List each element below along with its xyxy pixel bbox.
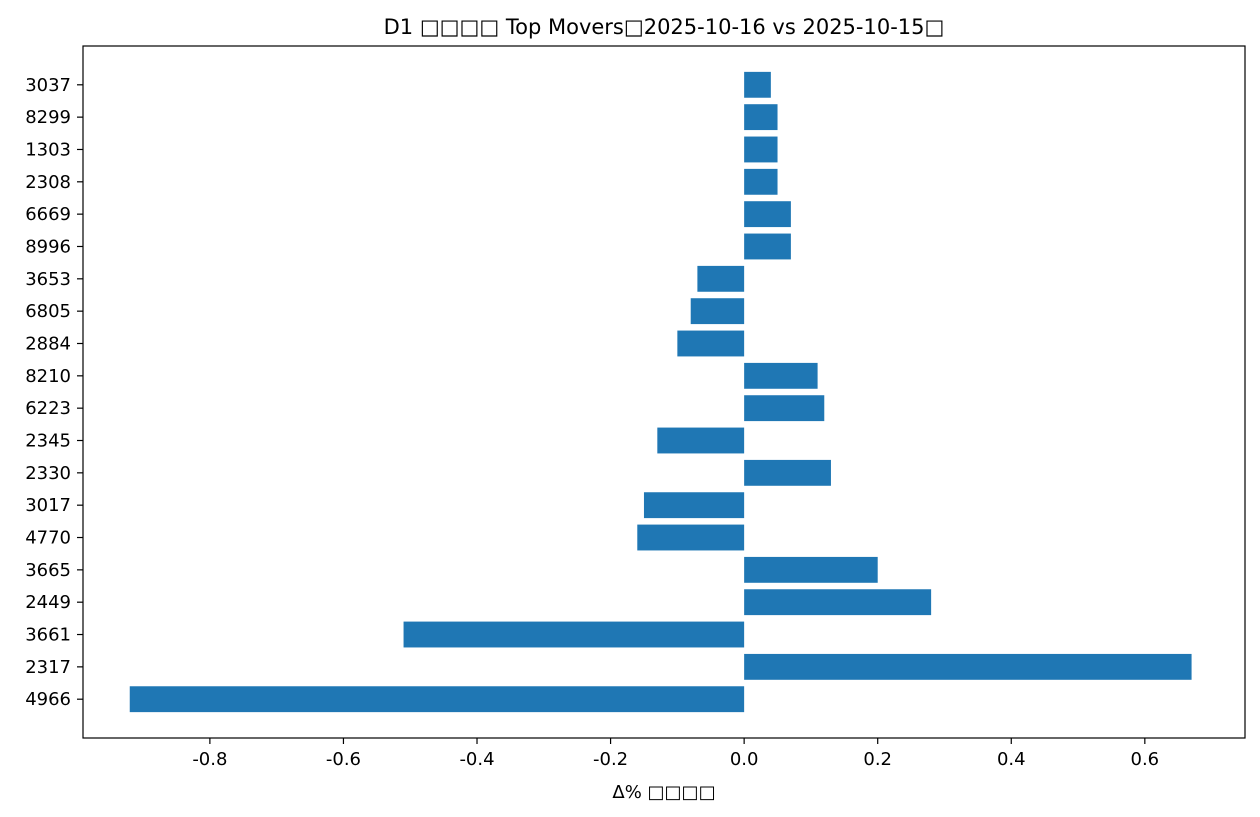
y-tick-label: 6805 xyxy=(25,301,71,322)
x-tick-label: 0.6 xyxy=(1131,749,1160,770)
x-tick-label: 0.4 xyxy=(997,749,1026,770)
chart-title: D1 □□□□ Top Movers□2025-10-16 vs 2025-10… xyxy=(384,15,945,39)
bar-8210 xyxy=(744,362,818,389)
y-tick-label: 6669 xyxy=(25,204,71,225)
x-tick-label: -0.4 xyxy=(459,749,494,770)
y-tick-label: 2308 xyxy=(25,172,71,193)
x-tick-label: -0.2 xyxy=(593,749,628,770)
y-tick-label: 4966 xyxy=(25,689,71,710)
x-tick-label: -0.8 xyxy=(192,749,227,770)
x-tick-label: 0.0 xyxy=(730,749,759,770)
y-tick-label: 1303 xyxy=(25,139,71,160)
bar-2330 xyxy=(744,459,831,486)
bar-2308 xyxy=(744,168,778,195)
y-tick-label: 4770 xyxy=(25,528,71,549)
bar-6669 xyxy=(744,201,791,228)
bar-4770 xyxy=(637,524,745,551)
bar-1303 xyxy=(744,136,778,163)
bars-group xyxy=(129,71,1192,713)
bar-8299 xyxy=(744,104,778,131)
bar-4966 xyxy=(129,686,745,713)
bar-3665 xyxy=(744,556,878,583)
y-tick-label: 2884 xyxy=(25,333,71,354)
y-tick-label: 3653 xyxy=(25,269,71,290)
y-tick-label: 3017 xyxy=(25,495,71,516)
bar-3037 xyxy=(744,71,771,98)
bar-3661 xyxy=(403,621,745,648)
bar-2884 xyxy=(677,330,745,357)
y-tick-label: 8996 xyxy=(25,236,71,257)
y-tick-label: 6223 xyxy=(25,398,71,419)
y-tick-label: 3665 xyxy=(25,560,71,581)
bar-2345 xyxy=(657,427,745,454)
bar-2317 xyxy=(744,653,1192,680)
bar-6805 xyxy=(690,298,745,325)
bar-8996 xyxy=(744,233,791,260)
x-axis-ticks: -0.8 -0.6 -0.4 -0.2 0.0 0.2 0.4 0.6 xyxy=(192,738,1159,770)
y-tick-label: 2330 xyxy=(25,463,71,484)
plot-frame xyxy=(82,45,1246,739)
x-tick-label: 0.2 xyxy=(863,749,892,770)
x-axis-label: Δ% □□□□ xyxy=(612,782,715,803)
y-tick-label: 3661 xyxy=(25,625,71,646)
y-axis-ticks: 4966 2317 3661 2449 3665 4770 3017 2330 2345 6223… xyxy=(25,75,83,710)
y-tick-label: 8210 xyxy=(25,366,71,387)
bar-6223 xyxy=(744,395,825,422)
y-tick-label: 2449 xyxy=(25,592,71,613)
bar-3653 xyxy=(697,265,745,292)
y-tick-label: 8299 xyxy=(25,107,71,128)
x-tick-label: -0.6 xyxy=(326,749,361,770)
y-tick-label: 3037 xyxy=(25,75,71,96)
y-tick-label: 2317 xyxy=(25,657,71,678)
bar-2449 xyxy=(744,589,932,616)
bar-3017 xyxy=(643,492,745,519)
y-tick-label: 2345 xyxy=(25,431,71,452)
